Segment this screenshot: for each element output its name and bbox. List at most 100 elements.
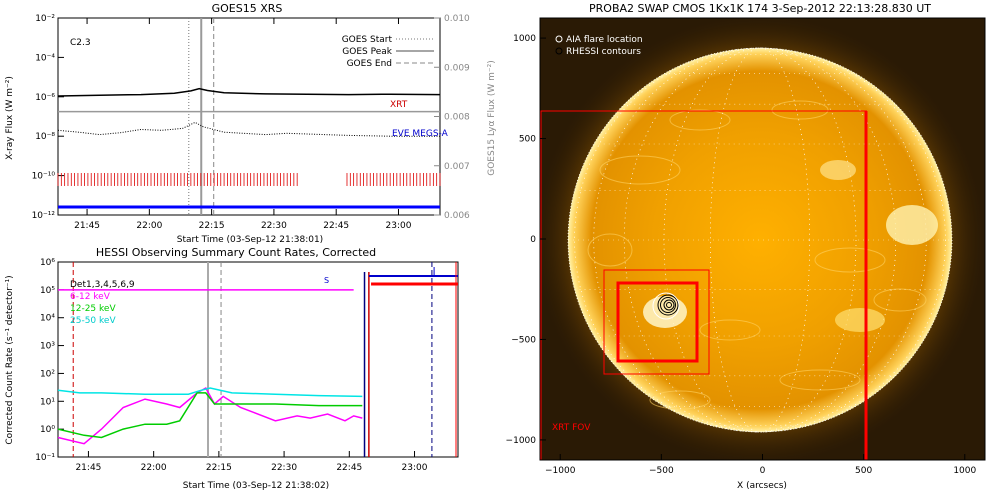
hessi-xtick-label: 23:00 [402, 463, 428, 473]
swap-xtick-label: 1000 [953, 466, 976, 476]
swap-coronal-loop [587, 233, 633, 267]
goes-xrt-coverage-marks [57, 173, 441, 186]
goes-ytick-label: 10⁻⁴ [35, 53, 55, 63]
aia-flare-location-marker [652, 292, 680, 320]
swap-ytick-label: 0 [530, 235, 536, 245]
hessi-legend: Det1,3,4,5,6,9 6-12 keV 12-25 keV 25-50 … [70, 280, 135, 326]
hessi-xlabel: Start Time (03-Sep-12 21:38:02) [183, 481, 329, 491]
swap-longitude-line [663, 47, 857, 433]
active-region-east [886, 205, 938, 245]
goes-y2tick-label: 0.009 [444, 63, 470, 73]
swap-xtick-label: −1000 [545, 466, 576, 476]
goes-eve-label: EVE MEGS-A [392, 129, 449, 139]
hessi-ytick-label: 10⁶ [40, 258, 55, 268]
outer-zoom-box [603, 269, 710, 375]
swap-legend-rhessi: RHESSI contours [566, 47, 641, 57]
hessi-legend-6-12: 6-12 keV [70, 292, 111, 302]
goes-ytick-label: 10⁻¹² [32, 211, 56, 221]
hessi-ytick-label: 10⁵ [40, 286, 55, 296]
goes-ylabel: X-ray Flux (W m⁻²) [5, 76, 15, 160]
hessi-series-0 [57, 386, 363, 445]
swap-legend: AIA flare location RHESSI contours [555, 35, 643, 57]
goes-series-1 [57, 121, 440, 137]
goes-series-0 [57, 87, 441, 97]
swap-limb-outline [567, 47, 953, 433]
hessi-ytick-label: 10³ [40, 342, 55, 352]
goes-ytick-label: 10⁻⁸ [35, 132, 55, 142]
swap-panel: PROBA2 SWAP CMOS 1Kx1K 174 3-Sep-2012 22… [506, 2, 986, 491]
hessi-panel: HESSI Observing Summary Count Rates, Cor… [5, 246, 459, 491]
goes-ytick-label: 10⁻¹⁰ [32, 172, 56, 182]
swap-xlabel: X (arcsecs) [737, 481, 787, 491]
swap-coronal-loop [771, 100, 829, 120]
swap-coronal-loop [669, 109, 731, 131]
swap-legend-aia-marker [555, 35, 563, 43]
goes-panel: GOES15 XRS C2.3 10⁻¹² 10⁻¹⁰ 10⁻⁸ 10⁻⁶ 10⁻⁴ 10… [5, 2, 497, 245]
hessi-ytick-label: 10⁰ [40, 425, 55, 435]
swap-xrt-fov-label: XRT FOV [552, 423, 591, 433]
rhessi-contour-2 [660, 297, 676, 313]
swap-xtick-label: 0 [760, 466, 766, 476]
hessi-ytick-label: 10⁴ [40, 314, 55, 324]
hessi-xtick-label: 22:30 [271, 463, 297, 473]
goes-xlabel: Start Time (03-Sep-12 21:38:01) [177, 235, 323, 245]
goes-ytick-label: 10⁻⁶ [35, 93, 55, 103]
hessi-xtick-label: 22:45 [336, 463, 362, 473]
goes-y2tick-label: 0.010 [444, 14, 470, 24]
hessi-xtick-label: 22:15 [206, 463, 232, 473]
swap-longitude-line [574, 47, 946, 433]
goes-legend-start: GOES Start [342, 35, 393, 45]
hessi-series-2 [57, 387, 363, 398]
swap-coronal-loop [699, 319, 761, 341]
swap-legend-aia: AIA flare location [566, 35, 643, 45]
active-region-ne [820, 160, 856, 180]
hessi-ytick-label: 10⁻¹ [35, 453, 55, 463]
rhessi-contour-1 [657, 294, 679, 316]
goes-xtick-label: 22:30 [261, 221, 287, 231]
hessi-legend-25-50: 25-50 keV [70, 316, 116, 326]
hessi-ylabel: Corrected Count Rate (s⁻¹ detector⁻¹) [5, 275, 15, 444]
hessi-xtick-label: 21:45 [75, 463, 101, 473]
swap-bright-regions [643, 160, 938, 332]
hessi-ytick-label: 10² [40, 369, 55, 379]
goes-y2label: GOES15 Lyα Flux (W m⁻²) [487, 60, 497, 176]
swap-coronal-loop [649, 390, 711, 410]
rhessi-contour-3 [663, 299, 675, 311]
swap-xtick-label: −500 [649, 466, 674, 476]
goes-legend: GOES Start GOES Peak GOES End [342, 35, 434, 69]
hessi-xtick-label: 22:00 [141, 463, 167, 473]
xrt-fov-box [540, 110, 868, 460]
swap-coronal-loop [599, 155, 681, 185]
swap-ytick-label: 1000 [513, 34, 536, 44]
swap-title: PROBA2 SWAP CMOS 1Kx1K 174 3-Sep-2012 22… [589, 2, 931, 15]
goes-legend-peak: GOES Peak [342, 47, 392, 57]
swap-ytick-label: −500 [511, 335, 536, 345]
goes-y2tick-label: 0.006 [444, 211, 470, 221]
hessi-series-1 [57, 392, 363, 439]
goes-class-label: C2.3 [70, 38, 91, 48]
goes-xtick-label: 21:45 [74, 221, 100, 231]
hessi-plot-frame [57, 261, 459, 458]
swap-coronal-loop [873, 288, 927, 312]
rhessi-contour-4 [666, 302, 672, 308]
hessi-title: HESSI Observing Summary Count Rates, Cor… [96, 246, 376, 259]
goes-xtick-label: 22:15 [199, 221, 225, 231]
inner-zoom-box [616, 281, 699, 363]
goes-y2tick-label: 0.007 [444, 162, 470, 172]
hessi-legend-det: Det1,3,4,5,6,9 [70, 280, 135, 290]
hessi-ytick-label: 10¹ [40, 397, 55, 407]
swap-ytick-label: 500 [519, 135, 536, 145]
hessi-s-label: S [324, 276, 329, 285]
goes-xrt-label: XRT [390, 100, 408, 110]
goes-xtick-label: 22:00 [136, 221, 162, 231]
goes-y2tick-label: 0.008 [444, 113, 470, 123]
goes-title: GOES15 XRS [212, 2, 283, 15]
goes-legend-end: GOES End [347, 59, 392, 69]
swap-legend-rhessi-marker [555, 47, 563, 55]
swap-coronal-loop [814, 247, 886, 273]
swap-xtick-label: 500 [855, 466, 872, 476]
goes-xtick-label: 23:00 [386, 221, 412, 231]
hessi-legend-12-25: 12-25 keV [70, 304, 116, 314]
rhessi-contours [657, 294, 679, 316]
